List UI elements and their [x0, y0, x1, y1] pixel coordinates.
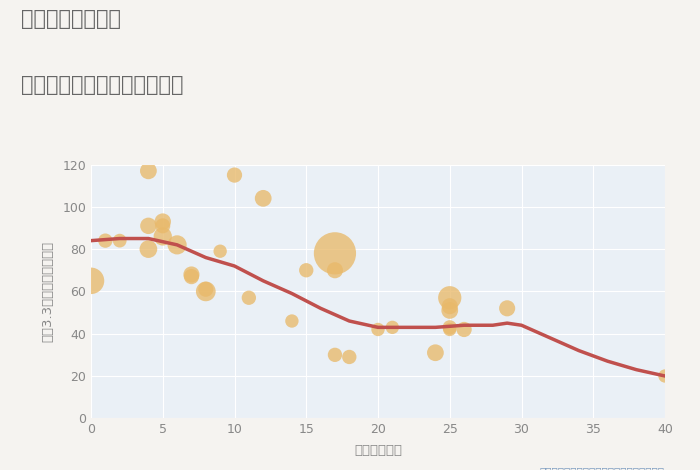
Point	[186, 271, 197, 278]
Text: 円の大きさは、取引のあった物件面積を示す: 円の大きさは、取引のあった物件面積を示す	[540, 467, 665, 470]
Y-axis label: 坪（3.3㎡）単価（万円）: 坪（3.3㎡）単価（万円）	[41, 241, 54, 342]
Point	[458, 326, 470, 333]
Point	[114, 237, 125, 244]
Point	[157, 233, 169, 240]
Point	[200, 288, 211, 295]
Point	[172, 241, 183, 249]
Point	[444, 294, 456, 302]
Point	[286, 317, 297, 325]
Point	[157, 222, 169, 229]
Point	[444, 323, 456, 331]
Point	[99, 237, 111, 244]
Point	[501, 305, 512, 312]
Point	[85, 277, 97, 284]
Point	[330, 351, 341, 359]
Point	[143, 222, 154, 229]
Point	[244, 294, 255, 302]
Point	[444, 303, 456, 310]
Point	[143, 245, 154, 253]
Text: 築年数別中古マンション価格: 築年数別中古マンション価格	[21, 75, 183, 95]
Text: 三重県伊賀市小杉: 三重県伊賀市小杉	[21, 9, 121, 30]
Point	[330, 266, 341, 274]
Point	[200, 285, 211, 293]
Point	[301, 266, 312, 274]
Point	[258, 195, 269, 202]
Point	[444, 326, 456, 333]
Point	[157, 218, 169, 225]
Point	[229, 171, 240, 179]
Point	[430, 349, 441, 356]
Point	[344, 353, 355, 361]
Point	[444, 306, 456, 314]
Point	[186, 273, 197, 280]
Point	[659, 372, 671, 380]
Point	[386, 323, 398, 331]
Point	[330, 250, 341, 257]
Point	[214, 247, 225, 255]
Point	[372, 326, 384, 333]
X-axis label: 築年数（年）: 築年数（年）	[354, 445, 402, 457]
Point	[143, 167, 154, 174]
